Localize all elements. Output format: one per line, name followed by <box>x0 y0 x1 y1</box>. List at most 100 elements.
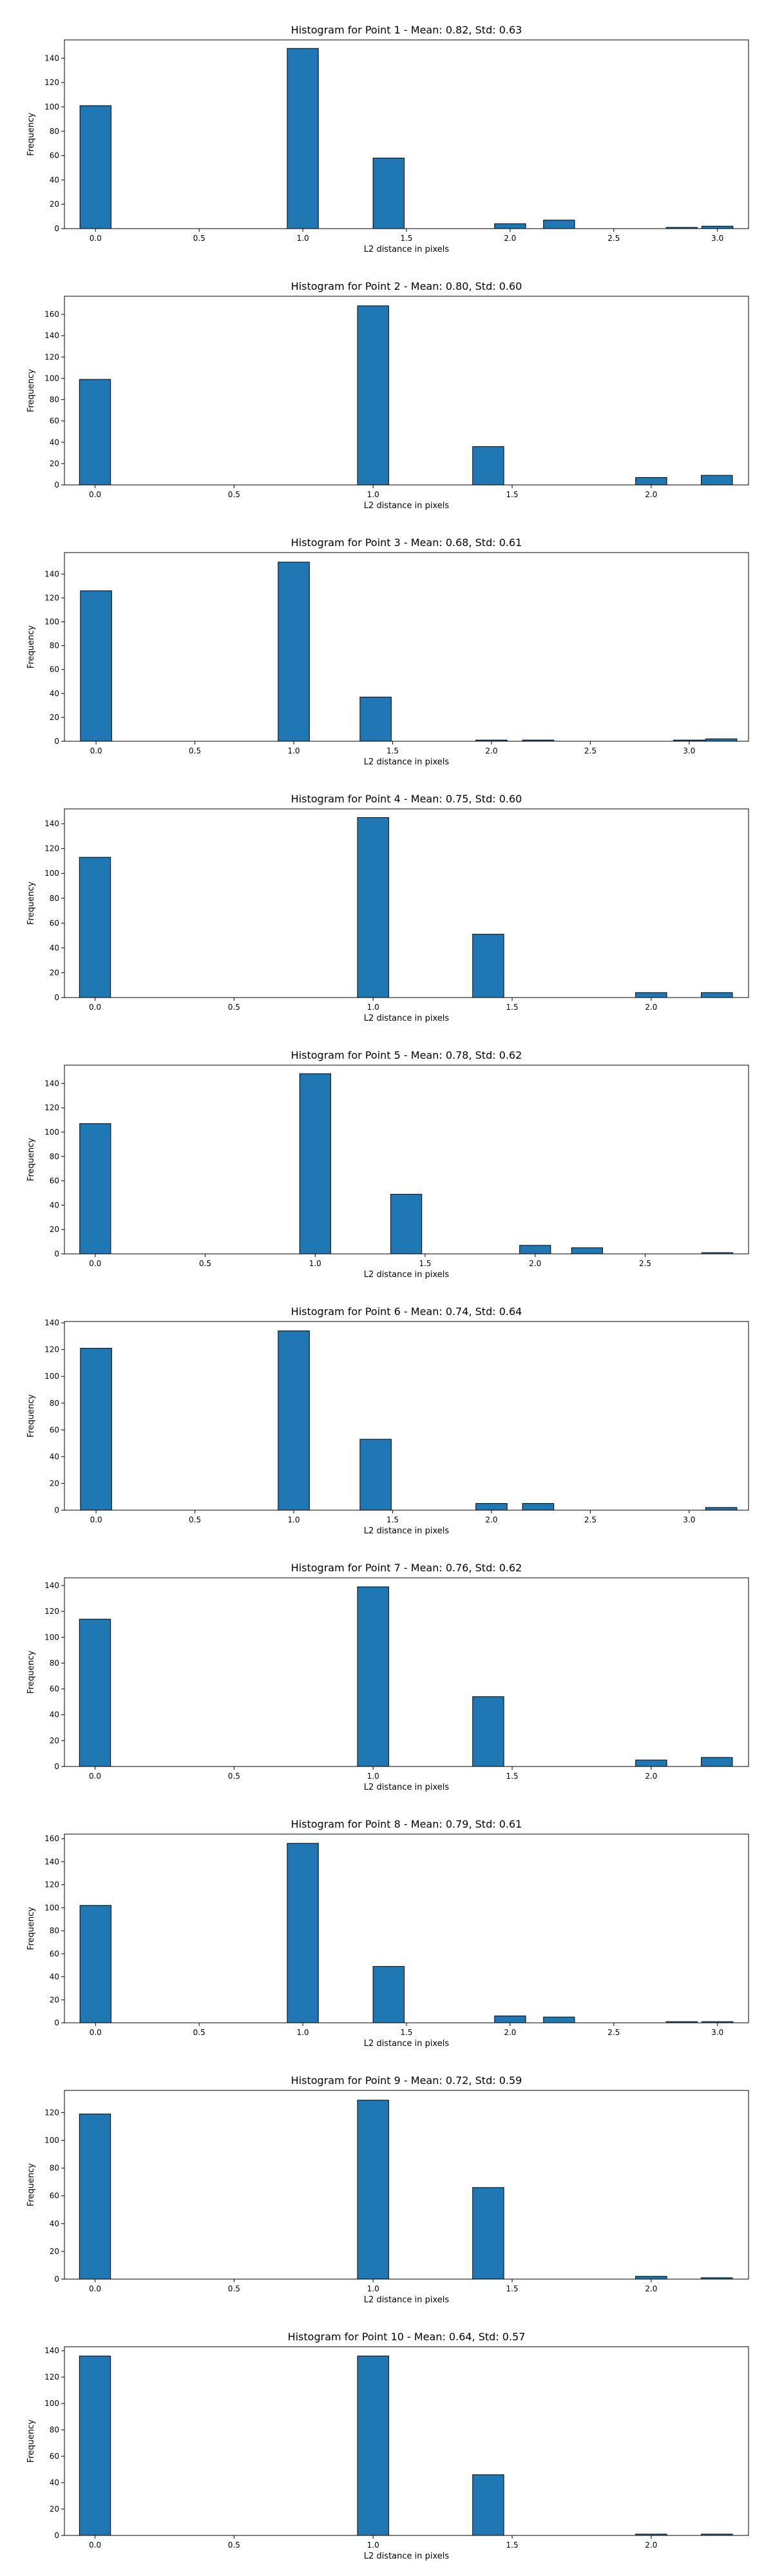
bars <box>79 2099 733 2280</box>
y-tick-label: 100 <box>44 1372 59 1381</box>
histogram-bar <box>79 105 111 229</box>
y-tick-label: 140 <box>44 331 59 340</box>
y-axis: 0 20 40 60 80 100 120 140 160 <box>44 310 64 489</box>
x-axis-label: L2 distance in pixels <box>364 757 450 767</box>
y-tick-label: 140 <box>44 1857 59 1866</box>
y-tick-label: 60 <box>50 1425 59 1434</box>
histogram-bar <box>372 157 405 229</box>
x-tick-label: 2.0 <box>504 234 516 243</box>
bars <box>79 1842 734 2023</box>
y-tick-label: 20 <box>50 200 59 209</box>
y-tick-label: 20 <box>50 2247 59 2256</box>
x-axis-label: L2 distance in pixels <box>364 1526 450 1536</box>
x-tick-label: 1.0 <box>367 1772 379 1781</box>
axes-frame <box>64 1321 749 1511</box>
y-axis-label: Frequency <box>26 1394 36 1437</box>
x-tick-label: 0.5 <box>189 1515 201 1524</box>
x-tick-label: 1.0 <box>297 234 309 243</box>
histogram-bar <box>701 992 733 998</box>
x-axis-label: L2 distance in pixels <box>364 2295 450 2305</box>
x-tick-label: 2.0 <box>529 1259 541 1268</box>
chart-title: Histogram for Point 9 - Mean: 0.72, Std:… <box>291 2074 522 2087</box>
y-tick-label: 60 <box>50 151 59 160</box>
y-tick-label: 80 <box>50 395 59 404</box>
histogram-bar <box>372 1965 405 2023</box>
histogram-bar <box>543 2016 575 2023</box>
x-tick-label: 0.5 <box>193 234 205 243</box>
y-tick-label: 100 <box>44 869 59 878</box>
y-tick-label: 0 <box>54 224 59 233</box>
axes-frame <box>64 296 749 486</box>
bars <box>79 817 733 998</box>
y-tick-label: 100 <box>44 2399 59 2408</box>
x-tick-label: 0.5 <box>228 490 240 499</box>
axes-frame <box>64 2346 749 2536</box>
histogram-bar <box>80 590 112 742</box>
x-tick-label: 1.0 <box>367 2541 379 2550</box>
bars <box>80 562 738 742</box>
y-tick-label: 0 <box>54 2531 59 2540</box>
y-tick-label: 80 <box>50 894 59 903</box>
x-axis: 0.0 0.5 1.0 1.5 2.0 <box>89 2279 657 2293</box>
x-axis-label: L2 distance in pixels <box>364 2039 450 2049</box>
x-axis-label: L2 distance in pixels <box>364 1270 450 1280</box>
y-tick-label: 80 <box>50 1152 59 1161</box>
y-tick-label: 80 <box>50 1399 59 1408</box>
y-axis: 0 20 40 60 80 100 120 140 <box>44 1581 64 1771</box>
histogram-bar <box>635 992 667 998</box>
histogram-bar <box>79 1905 111 2023</box>
y-axis-label: Frequency <box>26 2420 36 2463</box>
x-tick-label: 0.0 <box>90 1515 102 1524</box>
axes-frame <box>64 1577 749 1767</box>
histogram-bar <box>472 1696 504 1767</box>
x-tick-label: 1.0 <box>287 1515 300 1524</box>
histogram-bar <box>472 2187 504 2280</box>
x-tick-label: 2.0 <box>645 1772 657 1781</box>
x-axis: 0.0 0.5 1.0 1.5 2.0 2.5 <box>89 1254 651 1268</box>
y-tick-label: 60 <box>50 1685 59 1694</box>
y-tick-label: 140 <box>44 569 59 578</box>
y-tick-label: 160 <box>44 1834 59 1843</box>
x-tick-label: 1.5 <box>386 746 399 755</box>
y-tick-label: 40 <box>50 1200 59 1209</box>
y-axis-label: Frequency <box>26 882 36 925</box>
x-axis: 0.0 0.5 1.0 1.5 2.0 2.5 3.0 <box>90 2023 723 2037</box>
x-tick-label: 1.0 <box>367 490 379 499</box>
x-tick-label: 0.5 <box>189 746 201 755</box>
y-tick-label: 20 <box>50 1995 59 2004</box>
histogram-bar <box>278 1331 310 1511</box>
x-tick-label: 1.5 <box>506 490 519 499</box>
chart-title: Histogram for Point 4 - Mean: 0.75, Std:… <box>291 793 522 805</box>
axes-frame <box>64 552 749 742</box>
histogram-bar <box>522 1503 555 1511</box>
histogram-bar <box>79 1618 111 1767</box>
x-tick-label: 1.5 <box>400 2028 412 2037</box>
y-tick-label: 0 <box>54 1762 59 1771</box>
x-tick-label: 1.5 <box>506 1003 519 1012</box>
histogram-panel-10: Histogram for Point 10 - Mean: 0.64, Std… <box>26 2331 749 2561</box>
chart-title: Histogram for Point 2 - Mean: 0.80, Std:… <box>291 280 522 292</box>
y-tick-label: 60 <box>50 2452 59 2461</box>
x-tick-label: 0.0 <box>90 234 102 243</box>
x-tick-label: 0.5 <box>193 2028 205 2037</box>
y-tick-label: 120 <box>44 1607 59 1616</box>
histogram-bar <box>472 446 504 486</box>
histogram-bar <box>79 379 111 486</box>
y-tick-label: 0 <box>54 2018 59 2027</box>
y-tick-label: 60 <box>50 918 59 927</box>
x-axis-label: L2 distance in pixels <box>364 1783 450 1792</box>
histogram-bar <box>390 1193 423 1255</box>
y-tick-label: 80 <box>50 1926 59 1935</box>
x-tick-label: 1.0 <box>287 746 300 755</box>
histogram-bar <box>357 2355 389 2536</box>
y-tick-label: 80 <box>50 641 59 650</box>
y-tick-label: 40 <box>50 438 59 447</box>
x-tick-label: 0.5 <box>228 1003 240 1012</box>
x-tick-label: 2.5 <box>584 1515 596 1524</box>
histogram-bar <box>543 220 575 229</box>
y-tick-label: 80 <box>50 127 59 136</box>
chart-title: Histogram for Point 5 - Mean: 0.78, Std:… <box>291 1049 522 1061</box>
y-tick-label: 0 <box>54 993 59 1002</box>
x-tick-label: 2.0 <box>645 2284 657 2293</box>
